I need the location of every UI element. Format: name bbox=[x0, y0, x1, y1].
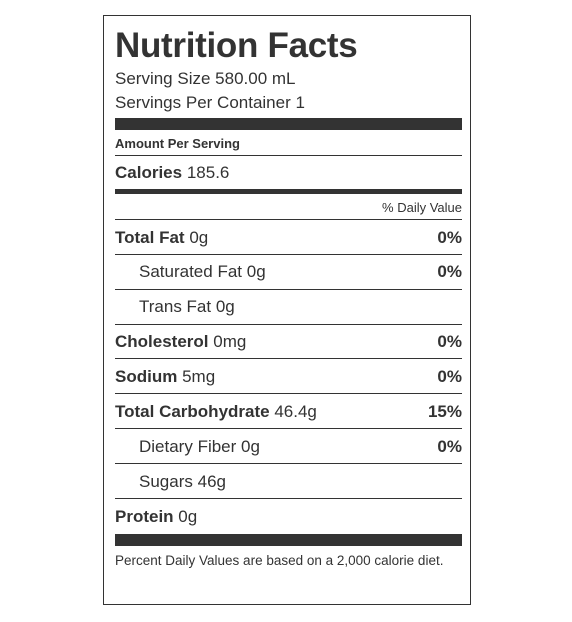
nutrient-row-saturated-fat: Saturated Fat 0g 0% bbox=[139, 261, 462, 283]
nutrient-row-dietary-fiber: Dietary Fiber 0g 0% bbox=[139, 436, 462, 458]
nutrition-facts-label: Nutrition Facts Serving Size 580.00 mL S… bbox=[103, 15, 471, 605]
nutrient-row-total-carbohydrate: Total Carbohydrate 46.4g 15% bbox=[115, 401, 462, 423]
nutrient-row-sugars: Sugars 46g bbox=[139, 471, 462, 493]
nutrient-daily-value: 0% bbox=[437, 228, 462, 247]
nutrient-row-trans-fat: Trans Fat 0g bbox=[139, 296, 462, 318]
divider bbox=[115, 324, 462, 325]
calories-value: 185.6 bbox=[186, 163, 230, 182]
nutrient-name: Trans Fat bbox=[139, 297, 212, 316]
divider bbox=[115, 498, 462, 499]
nutrient-name: Saturated Fat bbox=[139, 262, 243, 281]
nutrient-row-total-fat: Total Fat 0g 0% bbox=[115, 227, 462, 249]
nutrient-name: Protein bbox=[115, 507, 174, 526]
footnote: Percent Daily Values are based on a 2,00… bbox=[115, 553, 444, 568]
nutrient-name: Total Fat bbox=[115, 228, 185, 247]
thick-divider bbox=[115, 534, 462, 546]
divider bbox=[115, 254, 462, 255]
thick-divider bbox=[115, 118, 462, 130]
divider bbox=[115, 358, 462, 359]
divider bbox=[115, 155, 462, 156]
nutrient-row-sodium: Sodium 5mg 0% bbox=[115, 366, 462, 388]
nutrient-amount: 0g bbox=[241, 437, 260, 456]
daily-value-header: % Daily Value bbox=[382, 200, 462, 215]
nutrient-amount: 46.4g bbox=[274, 402, 317, 421]
divider bbox=[115, 428, 462, 429]
nutrient-daily-value: 0% bbox=[437, 262, 462, 281]
nutrient-name: Sodium bbox=[115, 367, 178, 386]
nutrient-amount: 0g bbox=[189, 228, 209, 247]
nutrient-amount: 0g bbox=[215, 297, 235, 316]
servings-per-container: Servings Per Container 1 bbox=[115, 93, 305, 112]
nutrient-daily-value: 15% bbox=[427, 402, 462, 421]
nutrient-row-cholesterol: Cholesterol 0mg 0% bbox=[115, 331, 462, 353]
nutrient-amount: 0g bbox=[178, 507, 198, 526]
nutrient-daily-value: 0% bbox=[437, 332, 462, 351]
divider bbox=[115, 289, 462, 290]
nutrient-name: Cholesterol bbox=[115, 332, 209, 351]
divider bbox=[115, 219, 462, 220]
calories-row: Calories 185.6 bbox=[115, 162, 462, 184]
divider bbox=[115, 463, 462, 464]
nutrient-row-protein: Protein 0g bbox=[115, 506, 462, 528]
divider bbox=[115, 393, 462, 394]
nutrient-amount: 0g bbox=[246, 262, 266, 281]
nutrient-daily-value: 0% bbox=[437, 367, 462, 386]
label-title: Nutrition Facts bbox=[115, 26, 358, 65]
nutrient-amount: 5mg bbox=[182, 367, 216, 386]
nutrient-name: Dietary Fiber bbox=[139, 437, 237, 456]
amount-per-serving: Amount Per Serving bbox=[115, 136, 240, 151]
nutrient-daily-value: 0% bbox=[437, 437, 462, 456]
calories-label: Calories bbox=[115, 163, 183, 182]
nutrient-amount: 46g bbox=[197, 472, 226, 491]
medium-divider bbox=[115, 189, 462, 194]
nutrient-amount: 0mg bbox=[213, 332, 247, 351]
nutrient-name: Sugars bbox=[139, 472, 193, 491]
nutrient-name: Total Carbohydrate bbox=[115, 402, 270, 421]
serving-size: Serving Size 580.00 mL bbox=[115, 69, 296, 88]
